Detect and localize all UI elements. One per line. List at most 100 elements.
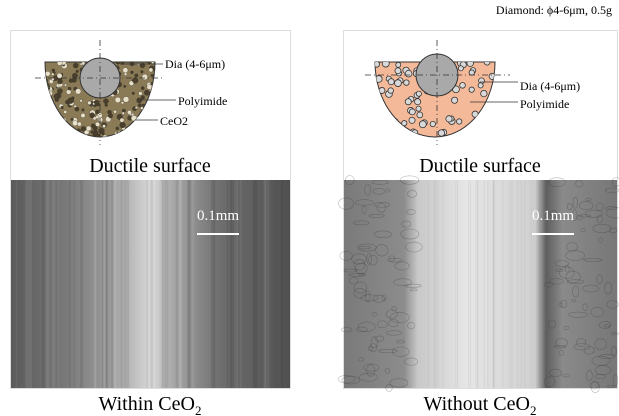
texture bbox=[132, 78, 138, 84]
texture bbox=[94, 100, 99, 105]
texture bbox=[57, 89, 62, 94]
figure: Diamond: ϕ4-6μm, 0.5g Dia (4-6μm) Polyim… bbox=[0, 0, 619, 416]
texture bbox=[467, 60, 474, 67]
texture bbox=[438, 130, 444, 136]
texture bbox=[62, 135, 66, 139]
texture bbox=[380, 105, 387, 112]
texture bbox=[151, 61, 154, 64]
texture bbox=[143, 122, 146, 125]
texture bbox=[58, 79, 63, 84]
texture bbox=[380, 110, 386, 116]
texture bbox=[66, 89, 71, 94]
texture bbox=[124, 132, 127, 135]
texture bbox=[47, 119, 53, 125]
texture bbox=[469, 87, 474, 92]
texture bbox=[144, 90, 149, 95]
texture bbox=[96, 115, 99, 118]
texture bbox=[430, 121, 435, 126]
texture bbox=[121, 101, 124, 104]
texture bbox=[490, 108, 496, 114]
texture bbox=[141, 87, 144, 90]
texture bbox=[490, 99, 496, 105]
texture bbox=[417, 112, 423, 118]
label: Dia (4-6μm) bbox=[165, 57, 225, 71]
texture bbox=[149, 68, 153, 72]
texture bbox=[373, 123, 378, 128]
texture bbox=[382, 60, 389, 67]
scale-label: 0.1mm bbox=[532, 208, 574, 224]
note: Diamond: ϕ4-6μm, 0.5g bbox=[496, 3, 612, 17]
texture bbox=[130, 71, 133, 74]
texture bbox=[419, 121, 426, 128]
texture bbox=[147, 85, 152, 90]
texture bbox=[415, 99, 421, 105]
texture bbox=[90, 113, 95, 118]
texture bbox=[416, 106, 421, 111]
texture bbox=[148, 118, 151, 121]
texture bbox=[141, 132, 145, 136]
texture bbox=[77, 122, 81, 126]
texture bbox=[95, 122, 99, 126]
texture bbox=[70, 132, 73, 135]
texture bbox=[56, 119, 62, 125]
texture bbox=[151, 135, 154, 138]
texture bbox=[388, 79, 394, 85]
label: Dia (4-6μm) bbox=[520, 79, 580, 93]
texture bbox=[451, 97, 457, 103]
texture bbox=[469, 70, 474, 75]
texture bbox=[61, 106, 64, 109]
texture bbox=[75, 107, 79, 111]
texture bbox=[103, 99, 108, 104]
texture bbox=[105, 104, 108, 107]
scale-label: 0.1mm bbox=[197, 208, 239, 224]
texture bbox=[75, 89, 81, 95]
texture bbox=[396, 62, 401, 67]
texture bbox=[385, 132, 392, 139]
surface-label: Ductile surface bbox=[89, 155, 211, 177]
texture bbox=[151, 74, 154, 77]
texture bbox=[92, 126, 96, 130]
texture bbox=[466, 124, 473, 131]
texture bbox=[63, 125, 67, 129]
texture bbox=[82, 62, 85, 65]
texture bbox=[409, 117, 415, 123]
texture bbox=[409, 109, 415, 115]
texture bbox=[73, 130, 78, 135]
texture bbox=[138, 104, 141, 107]
texture bbox=[64, 110, 67, 113]
texture bbox=[141, 95, 145, 99]
texture bbox=[108, 114, 113, 119]
texture bbox=[80, 99, 83, 102]
texture bbox=[388, 88, 394, 94]
texture bbox=[43, 97, 47, 101]
texture bbox=[98, 117, 102, 121]
texture bbox=[136, 127, 141, 132]
texture bbox=[116, 60, 120, 64]
texture bbox=[151, 92, 157, 98]
texture bbox=[136, 133, 140, 137]
texture bbox=[139, 92, 143, 96]
texture bbox=[491, 96, 497, 102]
texture bbox=[472, 111, 478, 117]
texture bbox=[93, 130, 98, 135]
texture bbox=[395, 68, 401, 74]
texture bbox=[478, 133, 483, 138]
texture bbox=[142, 74, 148, 80]
texture bbox=[73, 133, 75, 135]
texture bbox=[416, 91, 421, 96]
texture bbox=[123, 96, 129, 102]
texture bbox=[144, 125, 149, 130]
texture bbox=[64, 84, 67, 87]
texture bbox=[135, 106, 138, 109]
texture bbox=[82, 109, 85, 112]
texture bbox=[116, 127, 119, 130]
texture bbox=[114, 110, 117, 113]
texture bbox=[381, 117, 387, 123]
texture bbox=[124, 73, 127, 76]
texture bbox=[127, 110, 131, 114]
texture bbox=[86, 126, 91, 131]
texture bbox=[88, 101, 92, 105]
texture bbox=[102, 124, 105, 127]
texture bbox=[72, 121, 77, 126]
texture bbox=[148, 60, 152, 64]
